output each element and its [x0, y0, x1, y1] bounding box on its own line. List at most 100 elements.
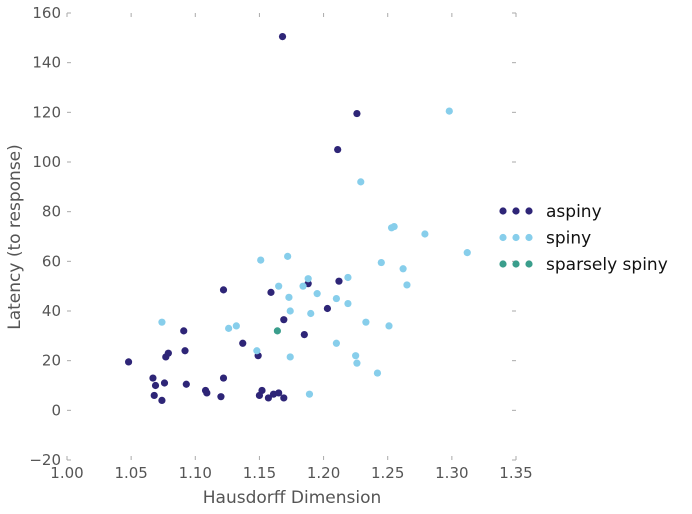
data-point — [285, 293, 293, 301]
data-point — [357, 178, 365, 186]
series-aspiny — [124, 32, 361, 404]
x-tick-label: 1.15 — [243, 464, 276, 482]
data-point — [280, 394, 288, 402]
data-point — [373, 369, 382, 377]
x-axis-label: Hausdorff Dimension — [203, 488, 382, 508]
plot-area — [124, 32, 471, 404]
data-point — [280, 316, 288, 324]
data-point — [267, 288, 275, 296]
legend-marker — [499, 233, 507, 242]
y-tick-label: 20 — [42, 352, 61, 370]
legend-item: aspiny — [499, 202, 602, 222]
y-axis-label: Latency (to response) — [5, 144, 25, 330]
data-point — [181, 347, 189, 355]
data-point — [232, 322, 240, 330]
data-point — [150, 391, 158, 400]
series-spiny — [158, 107, 471, 398]
data-point — [151, 381, 160, 390]
data-point — [403, 281, 411, 289]
x-tick-label: 1.05 — [114, 464, 147, 482]
data-point — [160, 379, 169, 387]
data-point — [182, 380, 190, 388]
legend-marker — [512, 260, 520, 268]
data-point — [219, 374, 228, 382]
data-point — [239, 339, 247, 347]
data-point — [421, 230, 429, 238]
data-point — [164, 349, 172, 357]
legend-item: sparsely spiny — [499, 255, 668, 275]
series-sparsely-spiny — [273, 327, 281, 335]
data-point — [334, 145, 342, 154]
y-tick-label: 160 — [32, 4, 61, 22]
data-point — [286, 353, 294, 361]
x-tick-label: 1.30 — [435, 464, 468, 482]
legend-marker — [525, 260, 533, 268]
data-point — [273, 327, 281, 335]
legend-marker — [499, 207, 507, 215]
legend-marker — [499, 260, 507, 268]
data-point — [158, 318, 166, 326]
data-point — [253, 347, 261, 355]
data-point — [219, 286, 228, 294]
data-point — [300, 330, 308, 339]
legend-marker — [512, 233, 520, 242]
y-tick-label: 100 — [32, 153, 61, 171]
data-point — [257, 256, 265, 264]
data-point — [217, 393, 225, 401]
y-tick-label: −20 — [29, 451, 61, 469]
data-point — [313, 290, 321, 298]
data-point — [445, 107, 453, 115]
data-point — [390, 222, 398, 231]
data-point — [124, 358, 133, 366]
data-point — [284, 252, 292, 260]
y-tick-label: 120 — [32, 103, 61, 121]
legend-label: spiny — [546, 229, 591, 249]
x-tick-label: 1.20 — [307, 464, 340, 482]
y-tick-label: 140 — [32, 54, 61, 72]
y-tick-label: 80 — [42, 203, 61, 221]
data-point — [344, 299, 352, 308]
data-point — [353, 109, 361, 118]
data-point — [304, 275, 312, 283]
data-point — [305, 390, 314, 398]
data-point — [258, 386, 266, 395]
data-point — [225, 324, 233, 332]
data-point — [332, 339, 340, 347]
legend-label: aspiny — [546, 202, 602, 222]
x-tick-label: 1.10 — [179, 464, 212, 482]
y-tick-label: 60 — [42, 252, 61, 270]
data-point — [332, 294, 340, 303]
data-point — [344, 273, 352, 282]
data-point — [399, 265, 407, 273]
data-point — [278, 32, 287, 41]
y-axis: −20 0 20 40 60 80 100 120 140 160 — [29, 4, 516, 469]
x-axis: 1.00 1.05 1.10 1.15 1.20 1.25 1.30 1.35 — [50, 13, 533, 482]
data-point — [158, 396, 166, 404]
data-point — [323, 304, 332, 313]
data-point — [362, 318, 370, 326]
data-point — [286, 307, 294, 315]
legend-label: sparsely spiny — [546, 255, 668, 275]
data-point — [264, 394, 273, 402]
legend-marker — [525, 207, 533, 215]
data-point — [385, 322, 393, 330]
y-tick-label: 40 — [42, 302, 61, 320]
data-point — [299, 282, 307, 290]
x-tick-label: 1.00 — [50, 464, 83, 482]
data-point — [335, 277, 343, 285]
legend-item: spiny — [499, 229, 591, 249]
data-point — [180, 327, 188, 335]
data-point — [352, 352, 360, 360]
data-point — [203, 389, 211, 397]
data-point — [463, 249, 471, 257]
data-point — [275, 282, 283, 290]
y-tick-label: 0 — [51, 401, 61, 419]
data-point — [149, 374, 157, 382]
legend: aspiny spiny sparsely spiny — [499, 202, 668, 275]
x-tick-label: 1.35 — [499, 464, 532, 482]
data-point — [275, 389, 283, 397]
data-point — [377, 258, 385, 267]
legend-marker — [512, 207, 520, 215]
legend-marker — [525, 233, 533, 242]
